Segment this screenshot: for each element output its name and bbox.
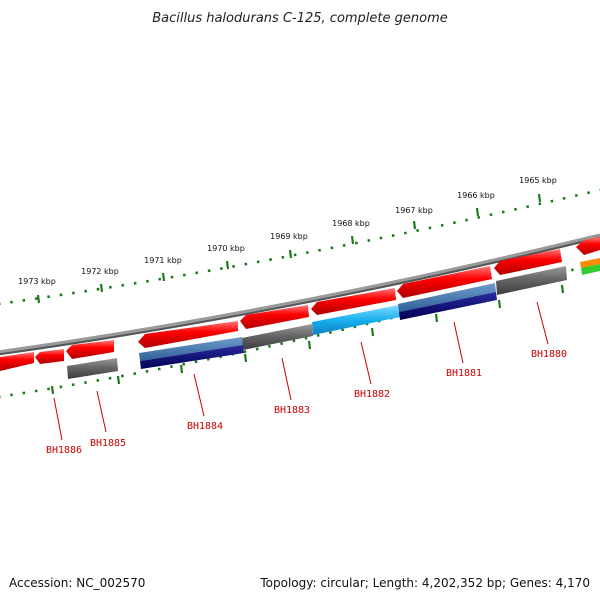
forward-genes (0, 237, 600, 371)
ruler-tick (50, 385, 55, 395)
tick-label: 1971 kbp (144, 256, 182, 265)
tick-label: 1967 kbp (395, 206, 433, 215)
gene-arrow[interactable] (138, 321, 238, 348)
tick-label: 1972 kbp (81, 267, 119, 276)
ruler-tick (288, 249, 293, 259)
feature-track-navy[interactable] (140, 345, 244, 369)
gene-label[interactable]: BH1880 (531, 349, 567, 360)
feature-track-navy[interactable] (399, 292, 497, 320)
ruler-tick (36, 294, 41, 304)
gene-label[interactable]: BH1884 (187, 421, 223, 432)
gene-label[interactable]: BH1885 (90, 438, 126, 449)
feature-track-orange[interactable] (580, 258, 600, 268)
ruler-tick (179, 364, 184, 374)
leader-line (193, 373, 205, 417)
leader-line (453, 321, 464, 364)
leader-line (96, 390, 107, 433)
ruler-tick (350, 235, 355, 245)
gene-labels: BH1886 BH1885 BH1884 BH1883 BH1882 BH188… (46, 349, 567, 456)
gene-leader-lines (53, 301, 549, 441)
ruler-tick (434, 313, 439, 323)
gene-arrow[interactable] (35, 349, 64, 364)
tick-label: 1973 kbp (18, 277, 56, 286)
leader-line (360, 341, 372, 385)
gene-arrow[interactable] (0, 352, 34, 371)
tick-label: 1965 kbp (519, 176, 557, 185)
gene-block[interactable] (242, 324, 313, 350)
ruler-tick (537, 193, 542, 203)
gene-arrow[interactable] (494, 249, 562, 275)
gene-label[interactable]: BH1882 (354, 389, 390, 400)
gene-block[interactable] (67, 358, 118, 379)
feature-track-steel[interactable] (139, 337, 243, 361)
tick-label: 1968 kbp (332, 219, 370, 228)
gene-arrow[interactable] (397, 266, 492, 298)
ruler-tick (116, 375, 121, 385)
ruler-tick (243, 353, 248, 363)
ruler-inner-track (0, 260, 600, 399)
leader-line (53, 397, 63, 441)
gene-arrow[interactable] (240, 305, 309, 329)
ruler-inner-ticks (50, 284, 565, 395)
gene-label[interactable]: BH1886 (46, 445, 82, 456)
leader-line (281, 357, 292, 401)
ruler-tick (560, 284, 565, 294)
ruler-tick (307, 340, 312, 350)
ruler-tick (99, 283, 104, 293)
ruler-tick-labels: 1973 kbp 1972 kbp 1971 kbp 1970 kbp 1969… (18, 176, 557, 286)
ruler-tick (497, 299, 502, 309)
ruler-tick (475, 207, 480, 217)
ruler-tick (225, 260, 230, 270)
feature-track-cyan[interactable] (312, 305, 400, 335)
ruler-tick (370, 327, 375, 337)
gene-block[interactable] (496, 266, 567, 295)
gene-label[interactable]: BH1883 (274, 405, 310, 416)
feature-tracks (139, 258, 600, 369)
ruler-outer-ticks (36, 193, 542, 304)
tick-label: 1970 kbp (207, 244, 245, 253)
tick-label: 1969 kbp (270, 232, 308, 241)
accession-text: Accession: NC_002570 (9, 576, 146, 590)
leader-line (536, 301, 549, 345)
gene-arrow[interactable] (311, 288, 396, 315)
gene-label[interactable]: BH1881 (446, 368, 482, 379)
feature-track-steel[interactable] (398, 283, 496, 312)
reverse-genes (67, 266, 567, 379)
topology-text: Topology: circular; Length: 4,202,352 bp… (260, 576, 590, 590)
gene-arrow[interactable] (66, 340, 114, 359)
genome-backbone (0, 233, 600, 354)
ruler-tick (412, 220, 417, 230)
tick-label: 1966 kbp (457, 191, 495, 200)
feature-track-green[interactable] (581, 264, 600, 275)
map-title: Bacillus halodurans C-125, complete geno… (152, 11, 448, 26)
ruler-tick (161, 272, 166, 282)
gene-arrow[interactable] (576, 237, 600, 255)
